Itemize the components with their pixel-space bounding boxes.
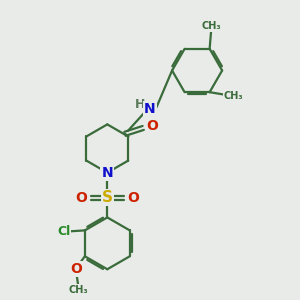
Text: O: O bbox=[71, 262, 82, 276]
Text: S: S bbox=[102, 190, 113, 205]
Text: O: O bbox=[76, 191, 87, 205]
Text: CH₃: CH₃ bbox=[69, 285, 88, 295]
Text: N: N bbox=[101, 166, 113, 180]
Text: CH₃: CH₃ bbox=[202, 21, 221, 31]
Text: O: O bbox=[146, 119, 158, 134]
Text: O: O bbox=[127, 191, 139, 205]
Text: Cl: Cl bbox=[57, 225, 70, 239]
Text: N: N bbox=[144, 102, 156, 116]
Text: H: H bbox=[134, 98, 145, 111]
Text: CH₃: CH₃ bbox=[224, 91, 244, 101]
